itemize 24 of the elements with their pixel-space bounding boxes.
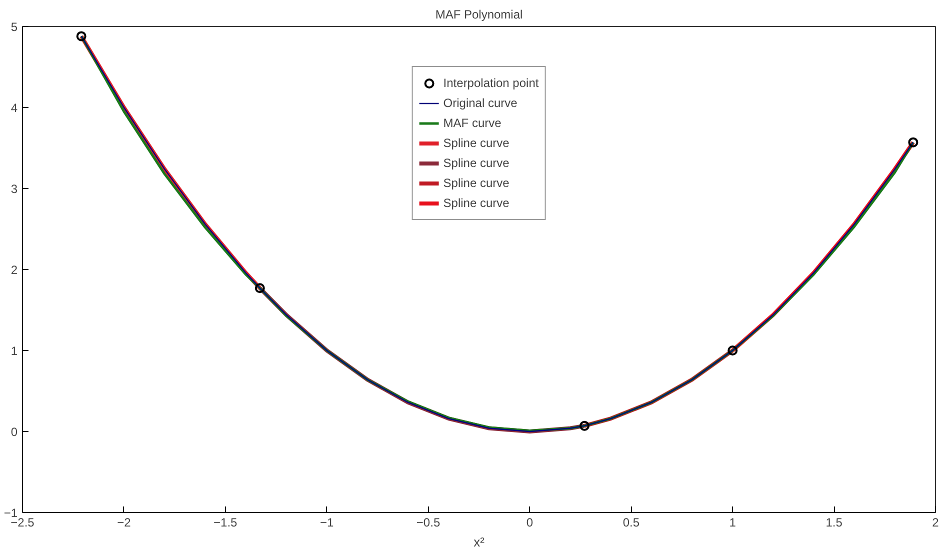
x-tick-label: 2 [932,516,940,530]
y-tick-label: 0 [10,425,18,439]
x-tick-label: −2 [117,516,132,530]
legend-label: Original curve [443,96,518,110]
legend-label: Spline curve [443,136,510,150]
x-tick-label: 0.5 [622,516,640,530]
x-tick-label: −1 [320,516,334,530]
x-tick-label: 0 [526,516,534,530]
legend-label: Interpolation point [443,76,539,90]
x-tick-label: 1.5 [826,516,843,530]
x-axis-title: x² [474,534,486,550]
y-tick-label: 3 [10,182,18,196]
legend-label: MAF curve [443,116,502,130]
legend-label: Spline curve [443,196,510,210]
chart-title: MAF Polynomial [435,8,523,22]
y-tick-label: 1 [10,344,18,358]
y-tick-label: 4 [10,101,18,115]
legend-label: Spline curve [443,176,510,190]
x-tick-label: −1.5 [214,516,238,530]
legend-label: Spline curve [443,156,510,170]
x-tick-label: 1 [729,516,736,530]
y-tick-label: 2 [10,263,18,277]
y-tick-label: 5 [10,20,18,34]
x-tick-label: −0.5 [416,516,440,530]
